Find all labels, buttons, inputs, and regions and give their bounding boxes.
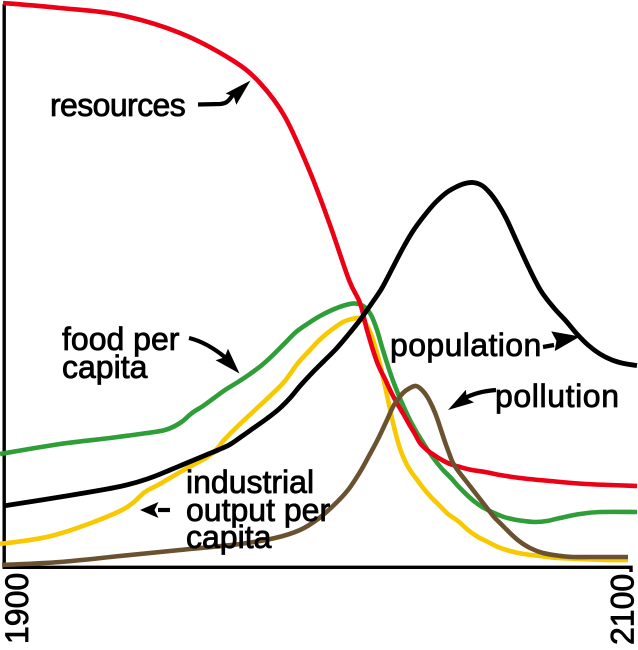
svg-text:pollution: pollution: [495, 378, 620, 414]
svg-text:1900: 1900: [0, 573, 35, 644]
svg-text:industrial: industrial: [186, 464, 314, 500]
svg-text:capita: capita: [62, 349, 148, 385]
svg-text:2100: 2100: [605, 574, 638, 645]
svg-text:resources: resources: [50, 87, 185, 123]
svg-text:population: population: [390, 327, 542, 363]
svg-text:output per: output per: [186, 492, 330, 528]
svg-text:food per: food per: [62, 321, 180, 357]
svg-text:capita: capita: [186, 519, 272, 555]
